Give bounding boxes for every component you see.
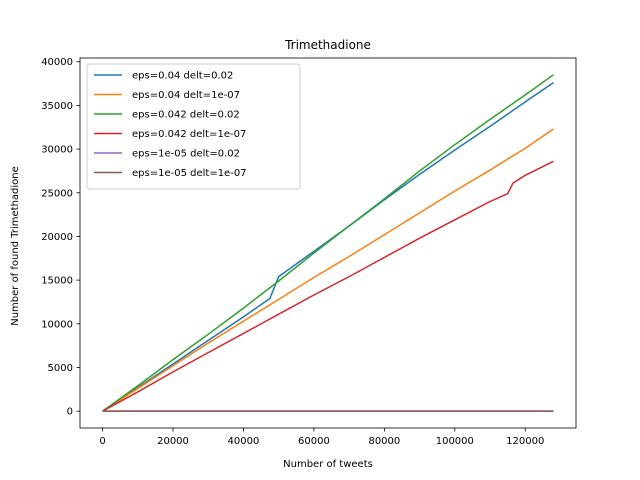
legend: eps=0.04 delt=0.02 eps=0.04 delt=1e-07 eps… bbox=[86, 63, 301, 190]
x-tick-label: 120000 bbox=[506, 436, 544, 447]
series-line-3 bbox=[102, 74, 554, 412]
y-tick-label: 40000 bbox=[41, 57, 73, 68]
chart-title: Trimethadione bbox=[284, 38, 371, 52]
x-axis-title: Number of tweets bbox=[283, 459, 373, 470]
y-tick-label: 30000 bbox=[41, 145, 73, 156]
y-axis-ticks: 0 5000 10000 15000 20000 25000 30000 35000 40000 bbox=[41, 57, 80, 418]
y-tick-label: 5000 bbox=[48, 363, 73, 374]
legend-label: eps=0.04 delt=1e-07 bbox=[132, 90, 240, 101]
legend-box bbox=[86, 63, 301, 190]
x-tick-label: 20000 bbox=[157, 436, 189, 447]
x-tick-label: 100000 bbox=[436, 436, 474, 447]
legend-label: eps=0.042 delt=0.02 bbox=[132, 110, 240, 121]
series-line-4 bbox=[102, 160, 554, 412]
x-axis-ticks: 0 20000 40000 60000 80000 100000 120000 bbox=[99, 428, 544, 447]
x-tick-label: 0 bbox=[99, 436, 105, 447]
plot-lines bbox=[102, 74, 554, 412]
y-tick-label: 10000 bbox=[41, 319, 73, 330]
axes bbox=[79, 57, 577, 429]
plot-frame bbox=[79, 57, 577, 429]
x-tick-label: 60000 bbox=[298, 436, 330, 447]
y-axis-title: Number of found Trimethadione bbox=[10, 166, 21, 326]
y-tick-label: 15000 bbox=[41, 276, 73, 287]
x-tick-label: 80000 bbox=[368, 436, 400, 447]
legend-label: eps=1e-05 delt=1e-07 bbox=[132, 168, 247, 179]
y-tick-label: 25000 bbox=[41, 188, 73, 199]
y-tick-label: 35000 bbox=[41, 101, 73, 112]
y-tick-label: 20000 bbox=[41, 232, 73, 243]
series-line-2 bbox=[102, 128, 554, 412]
legend-label: eps=0.04 delt=0.02 bbox=[132, 71, 233, 82]
legend-label: eps=1e-05 delt=0.02 bbox=[132, 149, 240, 160]
series-line-1 bbox=[102, 82, 554, 412]
y-tick-label: 0 bbox=[67, 407, 73, 418]
x-tick-label: 40000 bbox=[228, 436, 260, 447]
legend-label: eps=0.042 delt=1e-07 bbox=[132, 129, 246, 140]
